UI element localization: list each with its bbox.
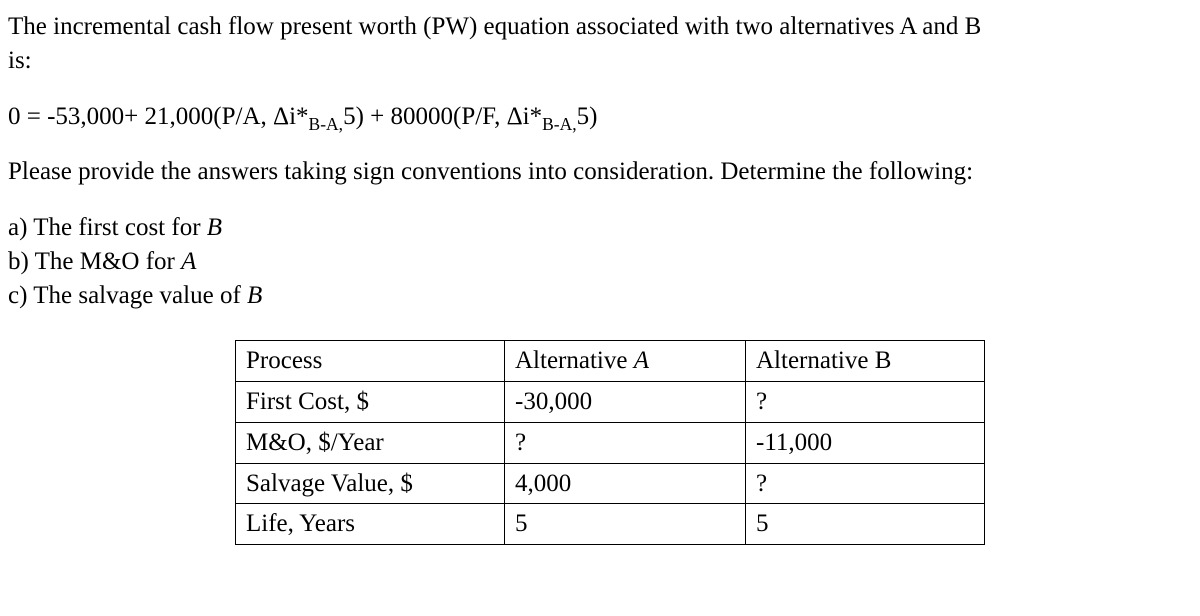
table-row-firstcost: First Cost, $ -30,000 ? [236,382,985,423]
pw-equation: 0 = -53,000+ 21,000(P/A, Δi*B-A,5) + 800… [8,100,1192,134]
eq-delta-i-1: Δi* [273,103,309,130]
table-wrapper: Process Alternative A Alternative B Firs… [8,340,1192,545]
table-row-header: Process Alternative A Alternative B [236,341,985,382]
cell-life-b: 5 [746,504,985,545]
cell-salvage-b: ? [746,463,985,504]
cell-firstcost-a: -30,000 [505,382,746,423]
altA-header-ital: A [634,347,649,374]
cell-salvage-label: Salvage Value, $ [236,463,505,504]
eq-sub-ba-2: B-A, [542,114,577,134]
item-c-text: c) The salvage value of [8,282,247,309]
alternatives-table: Process Alternative A Alternative B Firs… [235,340,985,545]
item-a: a) The first cost for B [8,211,1192,245]
altA-header-pre: Alternative [515,347,634,374]
intro-paragraph: The incremental cash flow present worth … [8,10,1192,78]
intro-line1: The incremental cash flow present worth … [8,13,981,40]
eq-delta-i-2: Δi* [507,103,543,130]
item-b-text: b) The M&O for [8,248,181,275]
page: The incremental cash flow present worth … [0,0,1200,553]
table-row-life: Life, Years 5 5 [236,504,985,545]
item-b-ital: A [181,248,196,275]
cell-mo-b: -11,000 [746,422,985,463]
item-a-ital: B [207,214,222,241]
cell-altB-header: Alternative B [746,341,985,382]
cell-life-label: Life, Years [236,504,505,545]
item-b: b) The M&O for A [8,245,1192,279]
cell-firstcost-b: ? [746,382,985,423]
cell-mo-a: ? [505,422,746,463]
eq-lhs: 0 = [8,103,47,130]
cell-salvage-a: 4,000 [505,463,746,504]
cell-firstcost-label: First Cost, $ [236,382,505,423]
item-a-text: a) The first cost for [8,214,207,241]
eq-plus: + 80000(P/F, [364,103,507,130]
cell-life-a: 5 [505,504,746,545]
eq-sub-ba-1: B-A, [309,114,344,134]
abc-list: a) The first cost for B b) The M&O for A… [8,211,1192,312]
cell-process-header: Process [236,341,505,382]
cell-mo-label: M&O, $/Year [236,422,505,463]
table-row-mo: M&O, $/Year ? -11,000 [236,422,985,463]
eq-five-2: 5) [577,103,598,130]
prompt-paragraph: Please provide the answers taking sign c… [8,155,1192,189]
table-row-salvage: Salvage Value, $ 4,000 ? [236,463,985,504]
cell-altA-header: Alternative A [505,341,746,382]
prompt-text: Please provide the answers taking sign c… [8,158,973,185]
eq-term1: -53,000+ 21,000(P/A, [47,103,273,130]
eq-five-1: 5) [343,103,364,130]
item-c: c) The salvage value of B [8,279,1192,313]
intro-line2: is: [8,47,32,74]
item-c-ital: B [247,282,262,309]
